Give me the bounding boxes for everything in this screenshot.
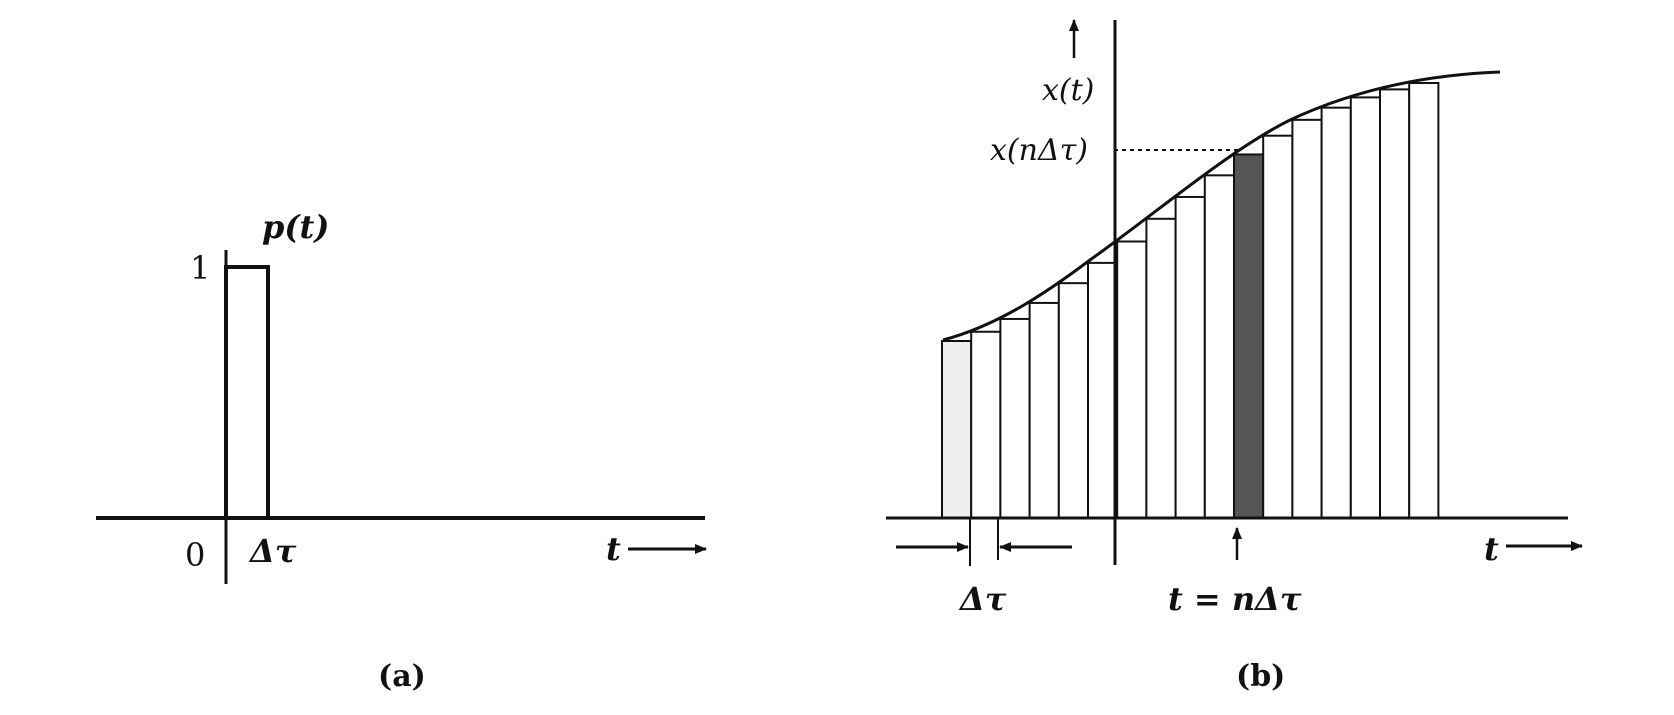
b-strip xyxy=(1291,118,1323,519)
b-highlighted-strip xyxy=(1233,153,1265,519)
b-strip xyxy=(1262,134,1294,519)
a-caption: (a) xyxy=(378,659,426,694)
b-strip xyxy=(1145,217,1177,519)
b-sample-value-label: x(nΔτ) xyxy=(990,133,1088,168)
b-axis-label: t xyxy=(1484,530,1499,568)
b-sample-time-label: t = nΔτ xyxy=(1168,580,1302,618)
b-signal-curve xyxy=(942,70,1501,342)
b-strips xyxy=(941,82,1440,520)
b-strip xyxy=(1087,261,1119,519)
a-height-label: 1 xyxy=(190,249,210,287)
b-strip xyxy=(1174,195,1206,519)
a-width-label: Δτ xyxy=(248,532,297,570)
b-strip xyxy=(1116,240,1148,519)
figure-a: p(t) 1 0 Δτ t (a) xyxy=(96,208,707,694)
b-step-label: Δτ xyxy=(958,580,1007,618)
a-rect-pulse xyxy=(224,265,270,518)
b-caption: (b) xyxy=(1236,659,1285,694)
figure-b: x(t) x(nΔτ) Δτ t = nΔτ t (b) xyxy=(886,19,1583,694)
b-strip xyxy=(1203,174,1236,519)
b-strip xyxy=(1028,301,1060,519)
b-strip xyxy=(941,340,973,519)
b-strip xyxy=(1379,88,1411,519)
a-origin-label: 0 xyxy=(185,536,205,574)
b-strip xyxy=(999,317,1031,519)
a-pulse-label: p(t) xyxy=(262,208,329,246)
b-strip xyxy=(1408,82,1440,519)
b-strip xyxy=(1349,96,1382,519)
b-strip xyxy=(1320,106,1352,520)
b-strip xyxy=(1057,282,1090,519)
a-axis-label: t xyxy=(606,530,621,568)
b-strip xyxy=(970,330,1002,519)
b-y-axis-label: x(t) xyxy=(1042,73,1094,108)
